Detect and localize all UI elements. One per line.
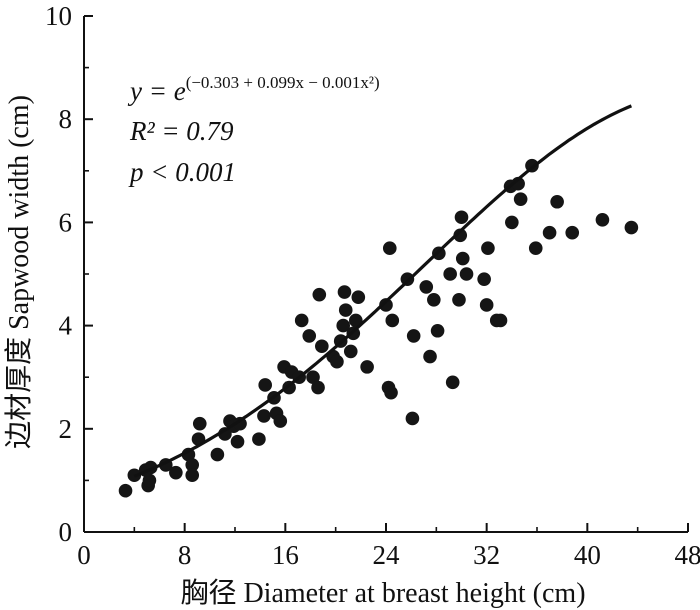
data-point (384, 385, 398, 400)
x-axis: 0 8 16 24 32 40 48 (77, 523, 700, 570)
data-point (406, 329, 421, 343)
x-tick-label: 16 (272, 540, 299, 570)
data-point (142, 473, 157, 488)
data-point (624, 220, 639, 235)
data-point (513, 192, 528, 206)
data-point (405, 411, 420, 426)
data-point (302, 329, 317, 343)
data-point (453, 228, 468, 243)
x-tick-label: 48 (675, 540, 700, 570)
data-point (423, 349, 437, 364)
data-point (252, 432, 266, 446)
data-point (315, 339, 329, 354)
equation-label: y = e(−0.303 + 0.099x − 0.001x²) (127, 73, 380, 106)
data-point (351, 290, 366, 305)
data-point (595, 213, 610, 227)
data-point (542, 225, 557, 240)
data-point (459, 267, 474, 281)
y-tick-label: 0 (59, 517, 73, 547)
data-point (330, 354, 344, 369)
y-tick-label: 6 (59, 207, 73, 237)
data-point (311, 380, 325, 395)
data-point (306, 370, 320, 385)
data-point (479, 298, 494, 312)
data-point (185, 468, 200, 483)
data-points (118, 158, 639, 498)
data-point (445, 375, 460, 390)
data-point (454, 210, 469, 225)
equation-annotation: y = e(−0.303 + 0.099x − 0.001x²) R² = 0.… (127, 73, 380, 187)
data-point (294, 313, 309, 328)
x-tick-label: 0 (77, 540, 91, 570)
data-point (481, 241, 495, 255)
data-point (382, 241, 397, 255)
data-point (528, 241, 543, 255)
data-point (430, 323, 445, 338)
x-tick-label: 40 (574, 540, 601, 570)
data-point (349, 313, 363, 328)
data-point (118, 483, 133, 498)
data-point (565, 225, 580, 240)
data-point (477, 272, 491, 286)
p-value-label: p < 0.001 (128, 157, 236, 187)
data-point (427, 293, 441, 307)
data-point (443, 267, 457, 281)
data-point (550, 194, 564, 209)
y-axis-title: 边材厚度 Sapwood width (cm) (3, 95, 35, 449)
data-point (343, 344, 358, 359)
x-tick-label: 32 (473, 540, 500, 570)
x-tick-label: 24 (373, 540, 401, 570)
data-point (312, 287, 327, 302)
data-point (385, 313, 400, 328)
x-axis-title: 胸径 Diameter at breast height (cm) (180, 577, 585, 609)
y-axis: 0 2 4 6 8 10 (45, 1, 93, 547)
data-point (360, 360, 374, 374)
y-tick-label: 10 (45, 1, 72, 31)
x-tick-label: 8 (178, 540, 192, 570)
data-point (505, 215, 519, 230)
fit-curve (133, 104, 633, 478)
data-point (338, 303, 353, 317)
data-point (452, 293, 466, 307)
data-point (185, 458, 200, 472)
data-point (337, 285, 352, 299)
y-tick-label: 2 (59, 414, 73, 444)
data-point (273, 414, 288, 428)
data-point (493, 313, 508, 328)
data-point (210, 447, 225, 462)
data-point (169, 465, 183, 480)
data-point (258, 378, 273, 392)
data-point (230, 434, 245, 449)
data-point (233, 416, 247, 431)
r-squared-label: R² = 0.79 (129, 116, 234, 146)
data-point (336, 318, 351, 333)
data-point (192, 416, 207, 431)
data-point (379, 298, 393, 312)
data-point (257, 409, 271, 423)
data-point (419, 280, 434, 294)
y-tick-label: 4 (59, 311, 73, 341)
data-point (455, 251, 470, 266)
y-tick-label: 8 (59, 104, 73, 134)
